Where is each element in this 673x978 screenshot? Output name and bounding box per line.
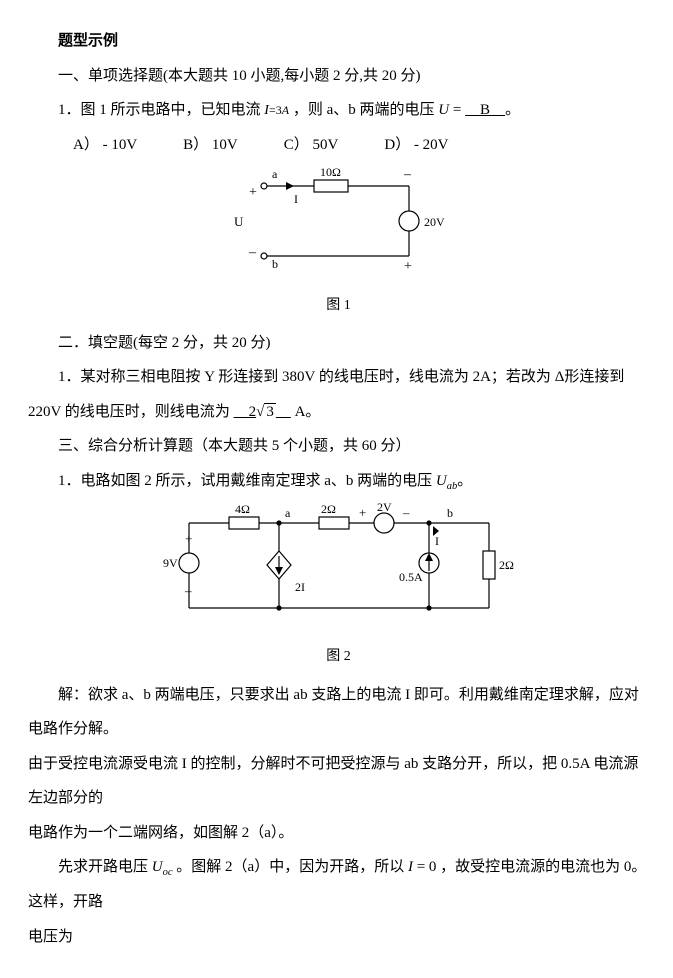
sol-p2: 由于受控电流源受电流 I 的控制，分解时不可把受控源与 ab 支路分开，所以，把… bbox=[28, 747, 649, 816]
fig2-05a: 0.5A bbox=[399, 570, 423, 584]
fig2-cccs: 2I bbox=[295, 580, 305, 594]
fig2-r4: 4Ω bbox=[235, 503, 250, 516]
q2-ans-2: 2 bbox=[249, 404, 257, 420]
fig1-I: I bbox=[294, 192, 298, 206]
q2-mid: 形连接到 bbox=[564, 369, 624, 385]
fig2-node-b: b bbox=[447, 506, 453, 520]
q3-stem: 1．电路如图 2 所示，试用戴维南定理求 a、b 两端的电压 Uab。 bbox=[28, 464, 649, 499]
q3-prefix: 1．电路如图 2 所示，试用戴维南定理求 a、b 两端的电压 bbox=[58, 473, 432, 489]
fig2-r2b: 2Ω bbox=[499, 558, 514, 572]
sol4-sub: oc bbox=[163, 867, 173, 878]
fig2-9v: 9V bbox=[163, 556, 178, 570]
q1-period: 。 bbox=[505, 102, 520, 118]
q3-sub: ab bbox=[447, 481, 458, 492]
q2-delta: Δ bbox=[555, 369, 565, 385]
fig2-2v-minus: – bbox=[402, 505, 410, 520]
choice-a: A） - 10V bbox=[73, 128, 137, 163]
sol4-ieq: = 0 bbox=[413, 859, 436, 875]
fig1-svg: a b I 10Ω 20V U + – – + bbox=[224, 166, 454, 276]
sol-p1: 解：欲求 a、b 两端电压，只要求出 ab 支路上的电流 I 即可。利用戴维南定… bbox=[28, 678, 649, 747]
sol4-U: U bbox=[152, 859, 163, 875]
q2-cont: 220V 的线电压时，则线电流为 bbox=[28, 404, 230, 420]
q2-line2: 220V 的线电压时，则线电流为 2√3 A。 bbox=[28, 395, 649, 430]
sol4-mid: 。图解 2（a）中，因为开路，所以 bbox=[176, 859, 404, 875]
fig1-U: U bbox=[234, 214, 244, 229]
fig2-svg: 4Ω 2Ω 2Ω 9V 2V 0.5A 2I a b I + – + – bbox=[159, 503, 519, 628]
fig1-R: 10Ω bbox=[320, 166, 341, 179]
q1-unitA: A bbox=[282, 103, 289, 117]
q3-var-U: U bbox=[436, 473, 447, 489]
fig2-node-a: a bbox=[285, 506, 291, 520]
fig2-caption: 图 2 bbox=[28, 641, 649, 673]
q1-prefix: 1．图 1 所示电路中，已知电流 bbox=[58, 102, 261, 118]
choice-d: D） - 20V bbox=[384, 128, 448, 163]
sol4-pre: 先求开路电压 bbox=[58, 859, 148, 875]
fig2-9v-plus: + bbox=[185, 531, 192, 546]
fig1-node-b: b bbox=[272, 257, 278, 271]
fig2-I: I bbox=[435, 534, 439, 548]
q2-rad: 3 bbox=[264, 403, 276, 420]
figure-1: a b I 10Ω 20V U + – – + 图 1 bbox=[28, 166, 649, 322]
choice-c: C） 50V bbox=[284, 128, 339, 163]
q1-answer: B bbox=[465, 102, 505, 118]
fig1-node-a: a bbox=[272, 167, 278, 181]
choice-b: B） 10V bbox=[183, 128, 238, 163]
fig2-2v-plus: + bbox=[359, 505, 366, 520]
fig1-minus-t: – bbox=[403, 167, 412, 182]
sol-p3: 电路作为一个二端网络，如图解 2（a）。 bbox=[28, 816, 649, 851]
fig1-plus-l: + bbox=[249, 185, 257, 200]
header: 题型示例 bbox=[28, 24, 649, 59]
sol-p5: 电压为 bbox=[28, 920, 649, 955]
fig1-plus-b: + bbox=[404, 259, 412, 274]
q1-stem: 1．图 1 所示电路中，已知电流 I=3A ，则 a、b 两端的电压 U = B… bbox=[28, 93, 649, 128]
q1-mid: ，则 a、b 两端的电压 bbox=[293, 102, 435, 118]
fig1-minus-l: – bbox=[248, 245, 257, 260]
figure-2: 4Ω 2Ω 2Ω 9V 2V 0.5A 2I a b I + – + – 图 2 bbox=[28, 503, 649, 674]
q2-unit: A。 bbox=[295, 404, 321, 420]
q2-line1: 1．某对称三相电阻按 Y 形连接到 380V 的线电压时，线电流为 2A；若改为… bbox=[28, 360, 649, 395]
fig1-caption: 图 1 bbox=[28, 290, 649, 322]
q1-eq2: = bbox=[453, 102, 465, 118]
sol-p4: 先求开路电压 Uoc 。图解 2（a）中，因为开路，所以 I = 0 ，故受控电… bbox=[28, 850, 649, 920]
section-3-title: 三、综合分析计算题（本大题共 5 个小题，共 60 分） bbox=[28, 429, 649, 464]
fig2-r2a: 2Ω bbox=[321, 503, 336, 516]
q2-prefix: 1．某对称三相电阻按 Y 形连接到 380V 的线电压时，线电流为 2A；若改为 bbox=[58, 369, 555, 385]
fig2-9v-minus: – bbox=[184, 583, 192, 598]
q1-choices: A） - 10V B） 10V C） 50V D） - 20V bbox=[73, 128, 649, 163]
q2-answer: 2√3 bbox=[234, 404, 291, 420]
q1-var-U: U bbox=[438, 102, 449, 118]
q3-period: 。 bbox=[457, 473, 472, 489]
fig1-V: 20V bbox=[424, 215, 445, 229]
section-2-title: 二．填空题(每空 2 分，共 20 分) bbox=[28, 326, 649, 361]
section-1-title: 一、单项选择题(本大题共 10 小题,每小题 2 分,共 20 分) bbox=[28, 59, 649, 94]
q1-eq1: = bbox=[269, 103, 276, 117]
fig2-2v: 2V bbox=[377, 503, 392, 514]
sqrt-icon: √3 bbox=[256, 395, 276, 430]
